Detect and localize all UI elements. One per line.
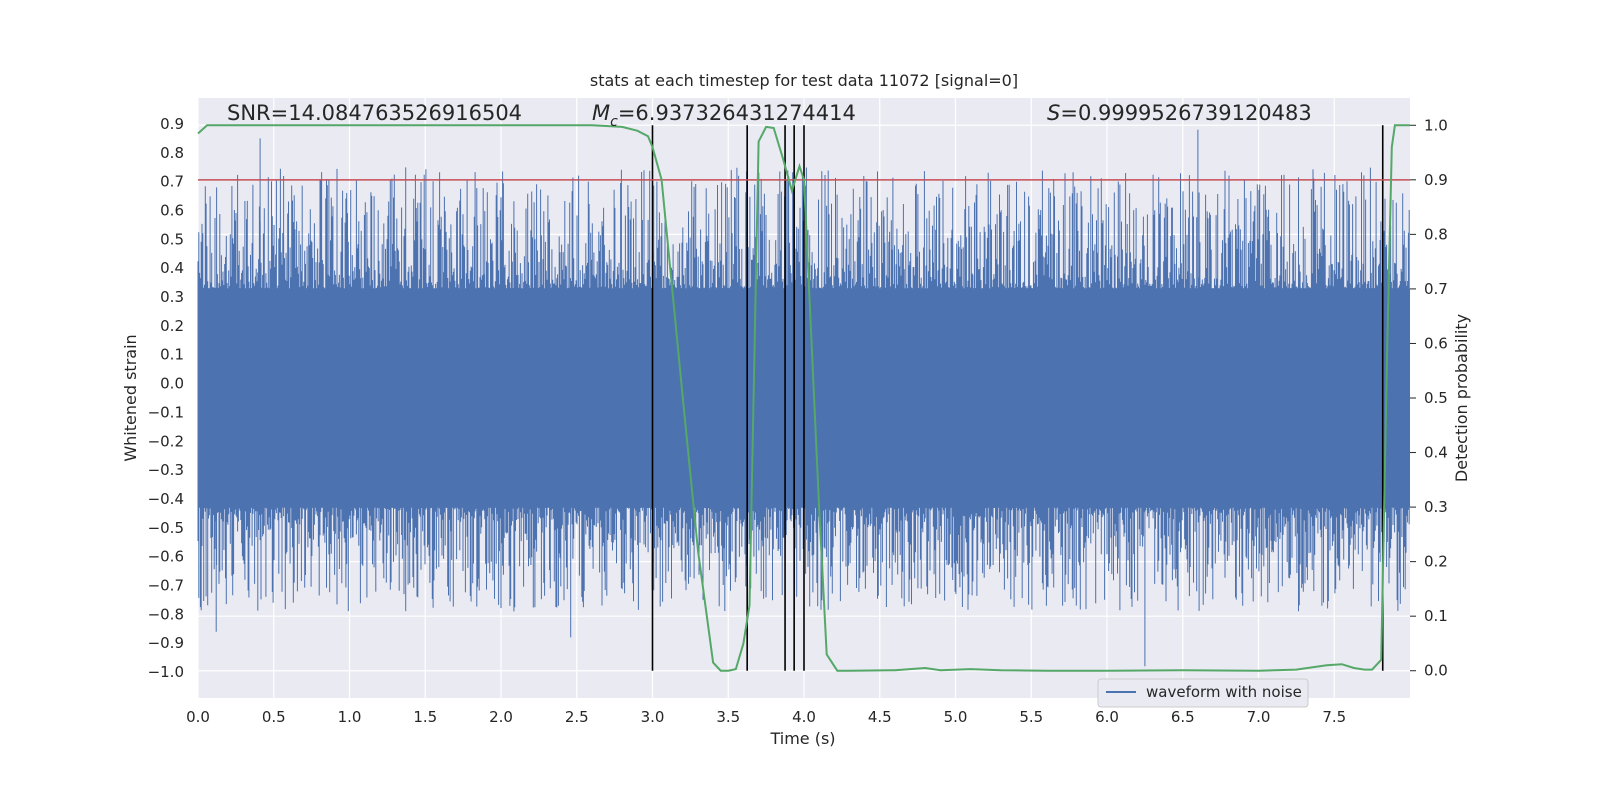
s-statistic-annotation: S=0.9999526739120483 — [1047, 101, 1312, 125]
x-tick-label: 3.0 — [641, 708, 665, 726]
x-tick-label: 5.5 — [1019, 708, 1043, 726]
x-tick-label: 0.0 — [186, 708, 210, 726]
left-y-tick-label: 0.5 — [160, 230, 184, 248]
right-y-tick-label: 0.9 — [1424, 171, 1448, 189]
chirp-mass-annotation: Mc=6.937326431274414 — [592, 101, 856, 130]
x-axis-ticks: 0.0 0.5 1.0 1.5 2.0 2.5 3.0 3.5 4.0 4.5 5.0 5.5 6.0 6… — [186, 708, 1346, 726]
right-y-tick-label: 0.6 — [1424, 334, 1448, 352]
x-tick-label: 1.5 — [413, 708, 437, 726]
left-y-tick-label: −0.9 — [148, 634, 184, 652]
left-y-tick-label: −0.1 — [148, 403, 184, 421]
x-tick-label: 6.0 — [1095, 708, 1119, 726]
x-tick-label: 4.5 — [868, 708, 892, 726]
left-y-tick-label: 0.9 — [160, 115, 184, 133]
legend-box — [1097, 678, 1309, 708]
legend-label-waveform: waveform with noise — [1146, 683, 1302, 701]
legend: waveform with noise — [1097, 678, 1309, 708]
x-tick-label: 0.5 — [262, 708, 286, 726]
left-y-tick-label: −0.8 — [148, 605, 184, 623]
left-y-axis-ticks: 0.9 0.8 0.7 0.6 0.5 0.4 0.3 0.2 0.1 0.0 −0.1 −0.2 −0… — [148, 115, 184, 681]
left-y-tick-label: 0.6 — [160, 202, 184, 220]
left-y-tick-label: −0.3 — [148, 461, 184, 479]
right-y-tick-label: 0.4 — [1424, 444, 1448, 462]
left-y-tick-label: 0.3 — [160, 288, 184, 306]
s-statistic-symbol: S — [1047, 101, 1060, 125]
left-y-tick-label: 0.7 — [160, 173, 184, 191]
right-y-tick-label: 1.0 — [1424, 116, 1448, 134]
right-y-tick-label: 0.8 — [1424, 225, 1448, 243]
chirp-mass-symbol: M — [592, 101, 610, 125]
snr-annotation: SNR=14.084763526916504 — [227, 101, 522, 125]
left-y-tick-label: 0.2 — [160, 317, 184, 335]
event-markers — [651, 125, 1384, 671]
left-y-tick-label: 0.4 — [160, 259, 184, 277]
chirp-mass-subscript: c — [610, 114, 618, 130]
left-y-tick-label: 0.0 — [160, 375, 184, 393]
left-y-tick-label: 0.1 — [160, 346, 184, 364]
left-y-tick-label: −0.4 — [148, 490, 184, 508]
x-tick-label: 1.0 — [338, 708, 362, 726]
chart-title: stats at each timestep for test data 110… — [590, 71, 1018, 90]
right-y-tick-label: 0.2 — [1424, 553, 1448, 571]
probability-line — [197, 124, 1410, 672]
right-y-tick-label: 0.1 — [1424, 607, 1448, 625]
right-y-tick-label: 0.0 — [1424, 662, 1448, 680]
x-axis-label: Time (s) — [769, 729, 835, 748]
left-y-tick-label: −0.2 — [148, 432, 184, 450]
left-y-axis-label: Whitened strain — [121, 334, 140, 461]
right-y-axis-label: Detection probability — [1452, 314, 1471, 482]
chirp-mass-value: =6.937326431274414 — [618, 101, 856, 125]
x-tick-label: 4.0 — [792, 708, 816, 726]
detection-probability-series — [197, 124, 1410, 672]
x-tick-label: 2.0 — [489, 708, 513, 726]
s-statistic-value: =0.9999526739120483 — [1060, 101, 1311, 125]
x-tick-label: 6.5 — [1171, 708, 1195, 726]
left-y-tick-label: 0.8 — [160, 144, 184, 162]
x-tick-label: 2.5 — [565, 708, 589, 726]
right-y-tick-label: 0.7 — [1424, 280, 1448, 298]
waveform-line — [197, 129, 1410, 667]
left-y-tick-label: −1.0 — [148, 663, 184, 681]
left-y-tick-label: −0.5 — [148, 519, 184, 537]
left-y-tick-label: −0.6 — [148, 548, 184, 566]
right-y-tick-label: 0.3 — [1424, 498, 1448, 516]
x-tick-label: 5.0 — [944, 708, 968, 726]
x-tick-label: 7.0 — [1247, 708, 1271, 726]
x-tick-label: 7.5 — [1322, 708, 1346, 726]
x-tick-label: 3.5 — [716, 708, 740, 726]
left-y-tick-label: −0.7 — [148, 577, 184, 595]
right-y-axis-ticks: 1.0 0.9 0.8 0.7 0.6 0.5 0.4 0.3 0.2 0.1 0.0 — [1410, 116, 1448, 680]
right-y-tick-label: 0.5 — [1424, 389, 1448, 407]
